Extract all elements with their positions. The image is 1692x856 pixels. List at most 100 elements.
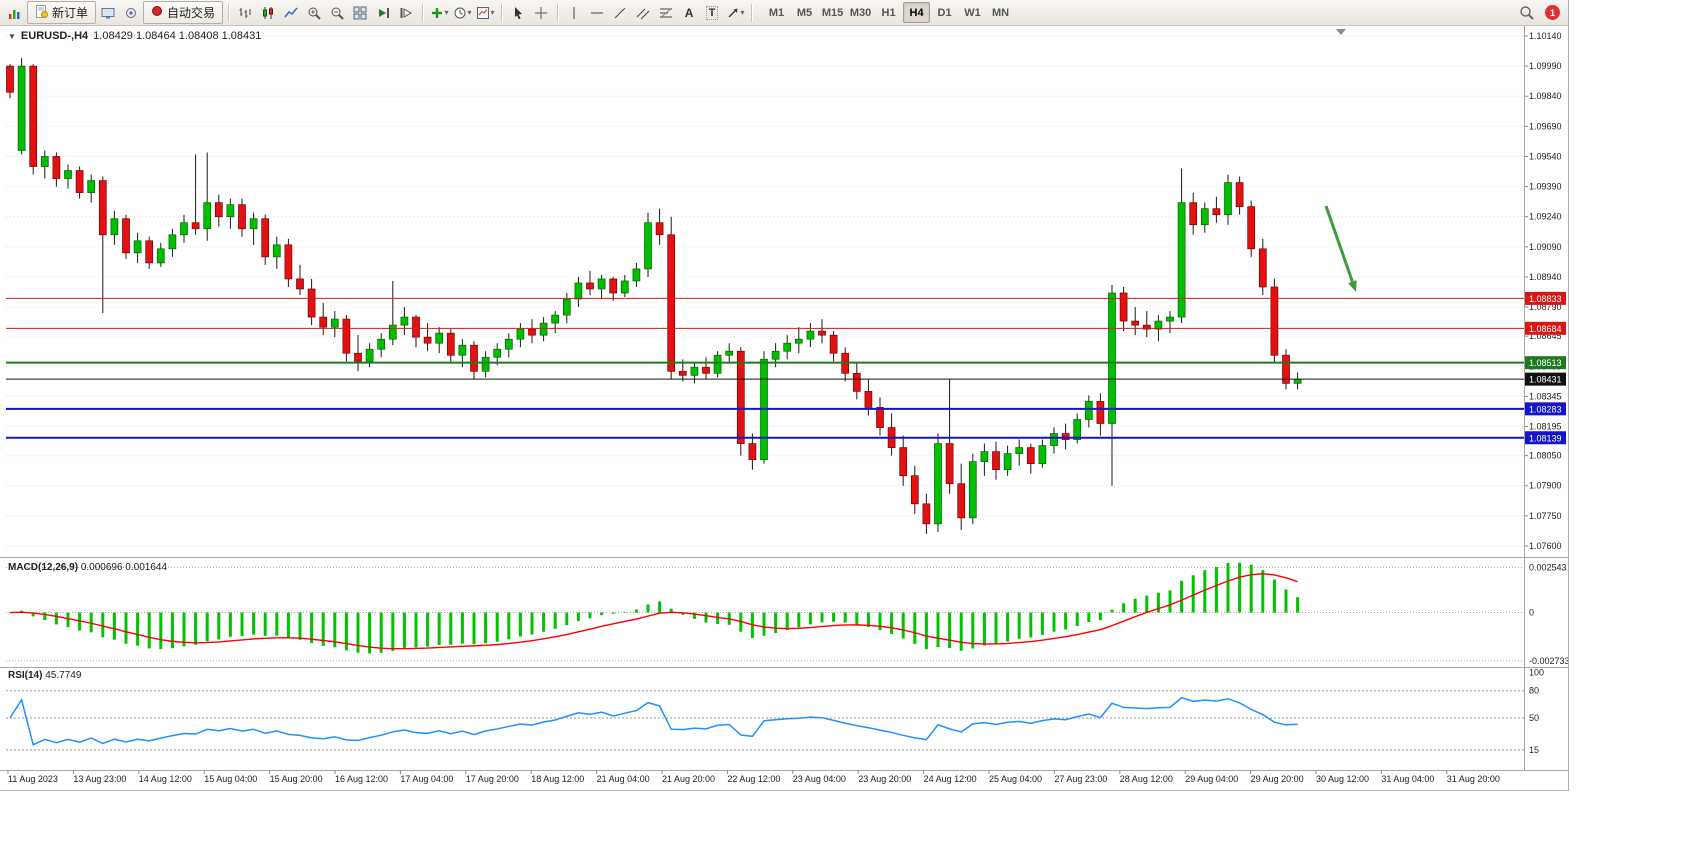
time-axis-label: 24 Aug 12:00 (923, 774, 977, 784)
time-axis-label: 15 Aug 04:00 (204, 774, 258, 784)
notifications-badge[interactable]: 1 (1545, 5, 1560, 20)
auto-scroll-button[interactable] (372, 2, 394, 24)
fibonacci-icon (659, 6, 673, 20)
rsi-name: RSI(14) (8, 670, 43, 681)
timeframe-H1[interactable]: H1 (881, 6, 896, 19)
search-button[interactable] (1515, 2, 1537, 24)
periods-clock-icon (453, 6, 467, 20)
search-icon (1519, 5, 1534, 20)
line-chart-icon (284, 6, 298, 20)
macd-values: 0.000696 0.001644 (80, 562, 168, 573)
horizontal-line-icon (590, 6, 604, 20)
price-tag-1.08684 (1525, 321, 1566, 335)
line-chart-button[interactable] (280, 2, 302, 24)
svg-text:0: 0 (1529, 608, 1534, 618)
arrow-annotation[interactable] (1324, 205, 1357, 292)
zoom-in-icon (307, 6, 321, 20)
channel-tool-button[interactable] (632, 2, 654, 24)
templates-button[interactable]: ▾ (474, 2, 496, 24)
time-axis-label: 31 Aug 04:00 (1381, 774, 1435, 784)
periods-button[interactable]: ▾ (451, 2, 473, 24)
timeframe-M15[interactable]: M15 (821, 6, 844, 19)
macd-name: MACD(12,26,9) (8, 562, 79, 573)
price-tag-1.08139 (1525, 431, 1566, 445)
indicators-add-icon (430, 6, 444, 20)
chart-shift-button[interactable] (395, 2, 417, 24)
svg-text:1.09240: 1.09240 (1529, 212, 1562, 222)
candlestick-chart-button[interactable] (257, 2, 279, 24)
chart-shift-icon (399, 6, 413, 20)
timeframe-H4[interactable]: H4 (903, 2, 931, 23)
svg-text:1.07900: 1.07900 (1529, 481, 1562, 491)
panel-frames (0, 26, 1568, 774)
time-axis-label: 27 Aug 23:00 (1054, 774, 1108, 784)
tile-windows-button[interactable] (349, 2, 371, 24)
rsi-panel-splitter[interactable] (0, 665, 1568, 669)
autotrading-button[interactable]: 自动交易 (143, 1, 224, 24)
chart-canvas[interactable]: 1.10140 1.09990 1.09840 1.09690 1.09540 1.093… (0, 26, 1568, 790)
new-chart-icon (8, 6, 22, 20)
text-icon: A (684, 5, 694, 20)
autotrading-label: 自动交易 (167, 6, 216, 20)
candles-group (6, 58, 1302, 534)
toolbar-separator (228, 3, 230, 22)
templates-icon (476, 6, 490, 20)
timeframe-M5[interactable]: M5 (796, 6, 813, 19)
time-axis-label: 15 Aug 20:00 (269, 774, 323, 784)
svg-text:100: 100 (1529, 668, 1544, 678)
timeframe-M30[interactable]: M30 (849, 6, 872, 19)
terminal-icon (101, 6, 115, 20)
chart-title: ▼ EURUSD-,H4 1.08429 1.08464 1.08408 1.0… (8, 30, 261, 42)
bar-chart-button[interactable] (234, 2, 256, 24)
toolbar-right-group: 1 (1515, 2, 1564, 24)
chart-shift-marker[interactable] (1336, 29, 1346, 35)
time-axis-label: 17 Aug 04:00 (400, 774, 454, 784)
zoom-in-button[interactable] (303, 2, 325, 24)
templates-dropdown-caret: ▾ (490, 8, 495, 17)
time-axis[interactable]: 11 Aug 2023 13 Aug 23:00 14 Aug 12:00 15 Au… (0, 771, 1524, 789)
metaeditor-button[interactable] (120, 2, 142, 24)
timeframe-M1[interactable]: M1 (768, 6, 785, 19)
timeframe-MN[interactable]: MN (991, 6, 1010, 19)
svg-text:1.07600: 1.07600 (1529, 541, 1562, 551)
svg-text:1.09090: 1.09090 (1529, 242, 1562, 252)
main-toolbar: 新订单 自动交易 (0, 0, 1568, 26)
terminal-button[interactable] (97, 2, 119, 24)
text-label-tool-button[interactable]: T (701, 2, 723, 24)
zoom-out-button[interactable] (326, 2, 348, 24)
candlestick-chart-icon (261, 6, 275, 20)
one-click-trading-toggle[interactable]: ▼ (8, 31, 16, 41)
chart-ohlc-values: 1.08429 1.08464 1.08408 1.08431 (93, 30, 262, 42)
svg-text:1.07750: 1.07750 (1529, 511, 1562, 521)
svg-text:80: 80 (1529, 686, 1539, 696)
vertical-line-tool-button[interactable] (563, 2, 585, 24)
svg-text:15: 15 (1529, 745, 1539, 755)
new-order-button[interactable]: 新订单 (27, 1, 97, 24)
metaeditor-icon (124, 6, 138, 20)
vertical-line-icon (567, 6, 581, 20)
crosshair-tool-button[interactable] (530, 2, 552, 24)
crosshair-icon (534, 6, 548, 20)
timeframe-group: M1 M5 M15 M30 H1 H4 D1 W1 MN (763, 2, 1014, 23)
horizontal-line-tool-button[interactable] (586, 2, 608, 24)
time-axis-label: 29 Aug 20:00 (1250, 774, 1304, 784)
time-axis-label: 21 Aug 04:00 (596, 774, 650, 784)
indicators-dropdown-caret: ▾ (444, 8, 449, 17)
new-chart-button[interactable] (4, 2, 26, 24)
text-tool-button[interactable]: A (678, 2, 700, 24)
fibonacci-tool-button[interactable] (655, 2, 677, 24)
timeframe-D1[interactable]: D1 (937, 6, 952, 19)
svg-text:1.08195: 1.08195 (1529, 422, 1562, 432)
timeframe-W1[interactable]: W1 (964, 6, 981, 19)
svg-text:0.002543: 0.002543 (1529, 562, 1567, 572)
price-gridlines (6, 35, 1524, 547)
time-axis-label: 31 Aug 20:00 (1446, 774, 1500, 784)
macd-panel-splitter[interactable] (0, 555, 1568, 559)
arrows-tool-button[interactable]: ▾ (724, 2, 746, 24)
svg-text:1.09840: 1.09840 (1529, 91, 1562, 101)
trendline-tool-button[interactable] (609, 2, 631, 24)
periods-dropdown-caret: ▾ (467, 8, 472, 17)
time-axis-label: 13 Aug 23:00 (73, 774, 127, 784)
indicators-button[interactable]: ▾ (428, 2, 450, 24)
cursor-tool-button[interactable] (507, 2, 529, 24)
